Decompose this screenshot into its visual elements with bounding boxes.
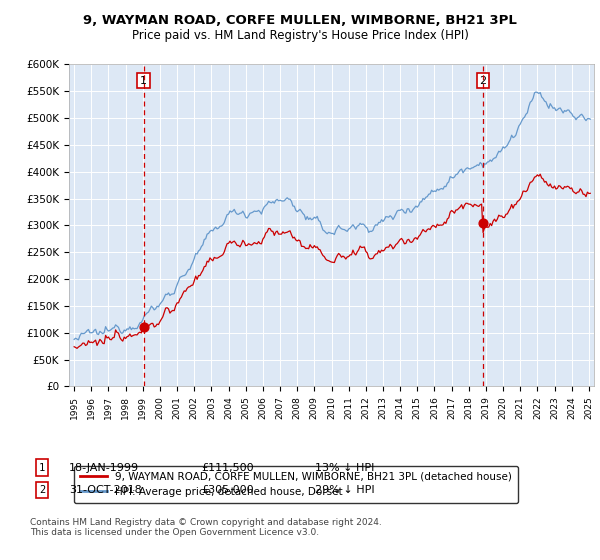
Text: 1: 1 <box>39 463 45 473</box>
Text: 31-OCT-2018: 31-OCT-2018 <box>69 485 142 495</box>
Text: 2: 2 <box>39 485 45 495</box>
Text: 13% ↓ HPI: 13% ↓ HPI <box>315 463 374 473</box>
Text: 9, WAYMAN ROAD, CORFE MULLEN, WIMBORNE, BH21 3PL: 9, WAYMAN ROAD, CORFE MULLEN, WIMBORNE, … <box>83 14 517 27</box>
Text: £111,500: £111,500 <box>201 463 254 473</box>
Text: 29% ↓ HPI: 29% ↓ HPI <box>315 485 374 495</box>
Text: 2: 2 <box>479 76 487 86</box>
Text: Contains HM Land Registry data © Crown copyright and database right 2024.
This d: Contains HM Land Registry data © Crown c… <box>30 518 382 538</box>
Point <box>478 218 488 227</box>
Text: 18-JAN-1999: 18-JAN-1999 <box>69 463 139 473</box>
Point <box>139 322 148 331</box>
Text: £305,000: £305,000 <box>201 485 254 495</box>
Legend: 9, WAYMAN ROAD, CORFE MULLEN, WIMBORNE, BH21 3PL (detached house), HPI: Average : 9, WAYMAN ROAD, CORFE MULLEN, WIMBORNE, … <box>74 466 518 503</box>
Text: Price paid vs. HM Land Registry's House Price Index (HPI): Price paid vs. HM Land Registry's House … <box>131 29 469 42</box>
Text: 1: 1 <box>140 76 147 86</box>
